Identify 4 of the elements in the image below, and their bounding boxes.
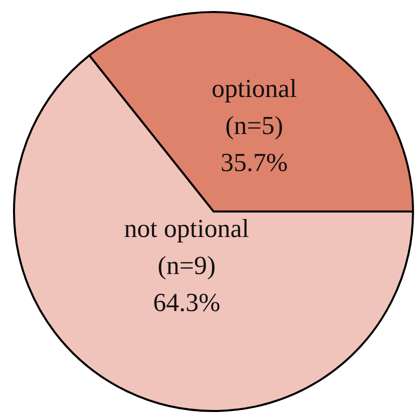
- slice-label: optional: [212, 74, 297, 103]
- data-label: (n=9) 64.3%: [153, 251, 220, 318]
- slice-label: not optional: [124, 214, 250, 244]
- data-label: (n=5) 35.7%: [220, 110, 288, 177]
